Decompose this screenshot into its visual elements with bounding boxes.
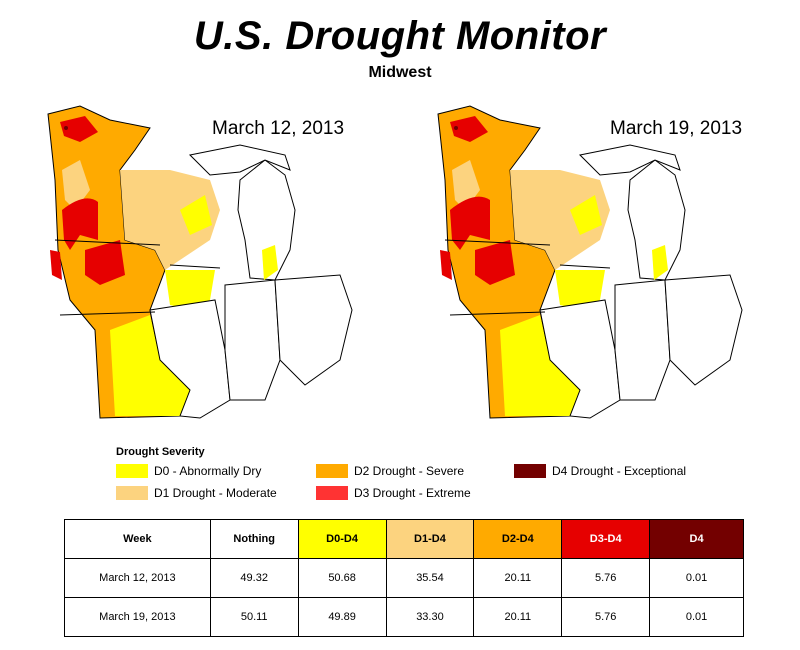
michigan-lower-outline <box>237 159 296 281</box>
header-d2-d4: D2-D4 <box>473 519 563 559</box>
d1-area-wisconsin <box>120 170 220 270</box>
legend-swatch-d4 <box>514 464 546 478</box>
legend-swatch-d0 <box>116 464 148 478</box>
d3-area-nebraska-border <box>50 250 62 280</box>
ohio-outline <box>664 274 743 386</box>
map-date-label-1: March 12, 2013 <box>212 118 345 139</box>
header-nothing: Nothing <box>209 519 299 559</box>
ohio-outline <box>274 274 353 386</box>
legend-label-d2: D2 Drought - Severe <box>354 464 465 478</box>
d4-area <box>64 126 68 130</box>
michigan-upper-outline <box>188 144 291 176</box>
legend-item-d2: D2 Drought - Severe <box>316 464 464 478</box>
legend-label-d1: D1 Drought - Moderate <box>154 486 277 500</box>
cell-d0-d4: 50.68 <box>297 558 387 598</box>
page-title: U.S. Drought Monitor <box>193 14 607 58</box>
legend-swatch-d1 <box>116 486 148 500</box>
boundary-mn-ia <box>54 239 161 246</box>
legend-label-d0: D0 - Abnormally Dry <box>154 464 262 478</box>
region-subtitle: Midwest <box>368 64 432 81</box>
cell-week: March 19, 2013 <box>64 597 211 637</box>
cell-d2-d4: 20.11 <box>473 597 563 637</box>
boundary-ia-mo <box>449 311 546 316</box>
legend-swatch-d3 <box>316 486 348 500</box>
legend-label-d3: D3 Drought - Extreme <box>354 486 471 500</box>
table-header-row: Week Nothing D0-D4 D1-D4 D2-D4 D3-D4 D4 <box>64 519 744 559</box>
d0-area-missouri <box>110 315 190 416</box>
illinois-outline <box>539 299 621 419</box>
d3-area-iowa <box>85 240 125 285</box>
header-d1-d4: D1-D4 <box>385 519 475 559</box>
cell-d1-d4: 35.54 <box>385 558 475 598</box>
header-week: Week <box>64 519 211 559</box>
legend-item-d0: D0 - Abnormally Dry <box>116 464 261 478</box>
drought-map-march-12 <box>40 100 370 430</box>
indiana-outline <box>224 279 281 401</box>
d0-area-michigan <box>262 245 278 280</box>
legend-label-d4: D4 Drought - Exceptional <box>552 464 687 478</box>
cell-d4: 0.01 <box>649 597 744 637</box>
legend-item-d1: D1 Drought - Moderate <box>116 486 277 500</box>
table-row: March 12, 2013 49.32 50.68 35.54 20.11 5… <box>64 558 744 598</box>
midwest-map-svg <box>437 105 743 419</box>
d0-area-illinois <box>555 270 605 310</box>
boundary-ia-mo <box>59 311 156 316</box>
header-d0-d4: D0-D4 <box>297 519 387 559</box>
header-d3-d4: D3-D4 <box>561 519 651 559</box>
cell-week: March 12, 2013 <box>64 558 211 598</box>
d0-area-wisconsin-north <box>180 195 212 235</box>
header-d4: D4 <box>649 519 744 559</box>
midwest-map-svg <box>47 105 353 419</box>
michigan-upper-outline <box>578 144 681 176</box>
cell-d3-d4: 5.76 <box>561 597 651 637</box>
cell-d3-d4: 5.76 <box>561 558 651 598</box>
legend-title: Drought Severity <box>116 446 205 458</box>
michigan-lower-outline <box>627 159 686 281</box>
d3-area-nebraska-border <box>440 250 452 280</box>
d0-area-wisconsin-north <box>570 195 602 235</box>
drought-statistics-table: Week Nothing D0-D4 D1-D4 D2-D4 D3-D4 D4 … <box>64 519 744 637</box>
cell-nothing: 50.11 <box>209 597 299 637</box>
legend-item-d3: D3 Drought - Extreme <box>316 486 471 500</box>
table-row: March 19, 2013 50.11 49.89 33.30 20.11 5… <box>64 597 744 637</box>
illinois-outline <box>149 299 231 419</box>
cell-d2-d4: 20.11 <box>473 558 563 598</box>
d1-area-minnesota <box>62 160 90 210</box>
indiana-outline <box>614 279 671 401</box>
boundary-mn-ia <box>444 239 551 246</box>
d3-area-southwest-minnesota <box>450 196 490 250</box>
d0-area-missouri <box>500 315 580 416</box>
d3-area-iowa <box>475 240 515 285</box>
legend-swatch-d2 <box>316 464 348 478</box>
d0-area-illinois <box>165 270 215 310</box>
cell-d0-d4: 49.89 <box>297 597 387 637</box>
d3-area-southwest-minnesota <box>62 198 98 250</box>
boundary-wi-il <box>169 264 221 269</box>
d3-area-north-minnesota <box>60 116 98 142</box>
cell-d4: 0.01 <box>649 558 744 598</box>
cell-nothing: 49.32 <box>209 558 299 598</box>
map-date-label-2: March 19, 2013 <box>610 118 743 139</box>
cell-d1-d4: 33.30 <box>385 597 475 637</box>
boundary-wi-il <box>559 264 611 269</box>
d4-area <box>454 126 458 130</box>
legend-item-d4: D4 Drought - Exceptional <box>514 464 686 478</box>
d1-area-wisconsin <box>510 170 610 270</box>
d0-area-michigan <box>652 245 668 280</box>
drought-map-march-19 <box>430 100 760 430</box>
d3-area-north-minnesota <box>450 116 488 142</box>
